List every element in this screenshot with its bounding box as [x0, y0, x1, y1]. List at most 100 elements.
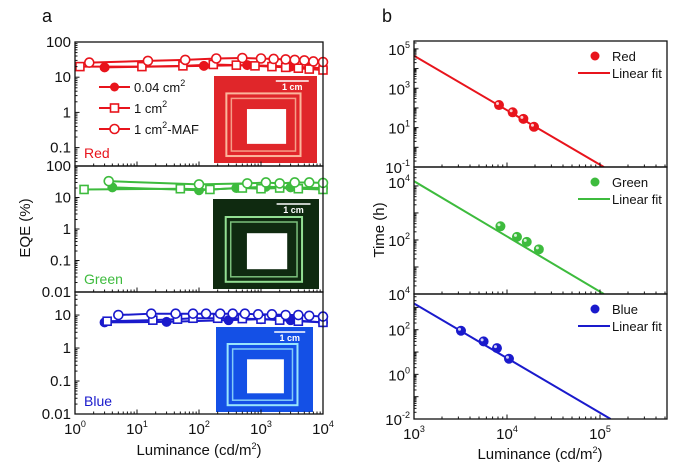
data-point-open-square [137, 61, 147, 72]
y-tick-label: 104 [388, 173, 410, 192]
inset-photo-red: 1 cm [214, 76, 317, 163]
data-point-open-square [79, 184, 89, 195]
inset-photo-green: 1 cm [213, 199, 319, 289]
inset-photo-blue: 1 cm [216, 327, 313, 412]
data-point-open-square [250, 61, 260, 71]
y-tick-label: 0.01 [42, 406, 71, 423]
y-tick-label: 1 [63, 221, 71, 238]
legend-b-green: Green Linear fit [578, 175, 662, 207]
subplot-label-green: Green [84, 271, 123, 287]
legend-marker [109, 123, 120, 135]
data-point-open-circle [193, 179, 205, 190]
data-point-open-circle [170, 308, 181, 319]
data-point-highlight [480, 338, 484, 342]
subplot-a-blue: 1 cm 10 1 0.1 0.01 Blue [42, 291, 329, 423]
y-tick-label: 0.1 [50, 253, 71, 270]
inset-inner-frame [230, 97, 297, 152]
data-point-open-square [274, 315, 285, 325]
data-point-open-circle [293, 309, 304, 321]
x-tick-label: 100 [64, 419, 86, 438]
data-point-open-circle [252, 309, 264, 320]
x-tick-label: 103 [250, 419, 272, 438]
y-tick-label: 102 [388, 231, 410, 250]
legend-item: 0.04 cm2 [99, 78, 185, 95]
subplot-a-green: 1 cm 100 10 1 0.1 0.01 Green [42, 158, 329, 301]
subplot-b-red: 105 103 101 10-1 Red Linear fit [385, 40, 668, 177]
legend-label: Linear fit [612, 319, 662, 334]
y-tick-label: 101 [388, 119, 410, 138]
data-point [491, 343, 502, 354]
data-point-open-circle [308, 56, 319, 67]
data-point [493, 100, 504, 111]
legend-b-red: Red Linear fit [578, 49, 662, 81]
data-point-open-circle [289, 54, 301, 66]
data-point-open-circle [280, 309, 291, 321]
legend-label: Red [612, 49, 636, 64]
legend-marker-ball [590, 304, 600, 314]
panel-a-letter: a [42, 6, 53, 26]
legend-marker-ball [590, 51, 600, 61]
legend-label: Linear fit [612, 66, 662, 81]
legend-label: Green [612, 175, 648, 190]
data-point-open-circle [303, 310, 315, 322]
data-point-open-circle [145, 308, 157, 319]
data-point-highlight [509, 109, 513, 113]
y-tick-label: 105 [388, 40, 410, 59]
y-tick-label: 10 [54, 307, 71, 324]
x-tick-label: 101 [126, 419, 148, 438]
inset-outer-frame [226, 343, 299, 407]
legend-label: Blue [612, 302, 638, 317]
x-axis-title-a: Luminance (cd/m2) [136, 441, 261, 459]
data-point-highlight [493, 345, 497, 349]
legend-label: 0.04 cm2 [134, 78, 185, 95]
inset-emission-area [247, 359, 284, 394]
data-point-open-circle [142, 55, 154, 67]
x-axis-title-b: Luminance (cd/m2) [477, 445, 602, 463]
legend-b-blue: Blue Linear fit [578, 302, 662, 334]
x-tick-label: 103 [403, 424, 425, 443]
y-axis-title-time: Time (h) [371, 202, 388, 257]
series-line [107, 317, 324, 324]
legend-label: 1 cm2-MAF [134, 120, 199, 137]
data-point [478, 336, 489, 347]
data-point-open-circle [187, 308, 199, 319]
x-tick-label: 105 [589, 424, 611, 443]
scale-bar-label: 1 cm [279, 333, 300, 343]
legend-a: 0.04 cm2 1 cm2 1 cm2-MAF [99, 78, 199, 137]
legend-item: 1 cm2 [99, 99, 167, 116]
legend-item: 1 cm2-MAF [99, 120, 199, 137]
data-point-open-circle [266, 309, 278, 320]
y-tick-label: 10-2 [385, 410, 410, 429]
data-point-highlight [513, 233, 517, 237]
data-point-open-circle [237, 52, 248, 64]
data-point-open-circle [274, 178, 285, 189]
data-point-open-square [293, 63, 304, 74]
data-point-open-circle [83, 57, 95, 68]
y-tick-label: 104 [388, 285, 410, 304]
inset-outer-frame [224, 216, 304, 283]
data-point [518, 113, 529, 124]
subplot-label-blue: Blue [84, 393, 112, 409]
y-tick-label: 102 [388, 321, 410, 340]
data-point [507, 107, 518, 118]
data-point [511, 231, 522, 242]
data-point-highlight [457, 327, 461, 331]
scale-bar-label: 1 cm [283, 205, 304, 215]
panel-b-letter: b [382, 6, 392, 26]
y-tick-label: 0.01 [42, 284, 71, 301]
scale-bar-label: 1 cm [282, 82, 303, 92]
legend-label: 1 cm2 [134, 99, 167, 116]
data-point-open-circle [239, 308, 251, 319]
inset-emission-area [246, 109, 287, 144]
subplot-a-red: 1 cm 100 10 1 0.1 Red [46, 34, 329, 167]
data-point-open-circle [255, 53, 267, 64]
y-tick-label: 0.1 [50, 373, 71, 390]
data-point-open-circle [241, 178, 253, 189]
data-point-open-circle [280, 54, 291, 65]
linear-fit-line [414, 180, 605, 294]
legend-marker [110, 82, 119, 92]
data-point-highlight [497, 223, 501, 227]
inset-emission-area [246, 233, 288, 270]
panel-b-chart: 105 103 101 10-1 Red Linear fit 104 102 104 Green… [385, 40, 668, 443]
data-point-open-square [102, 316, 112, 327]
